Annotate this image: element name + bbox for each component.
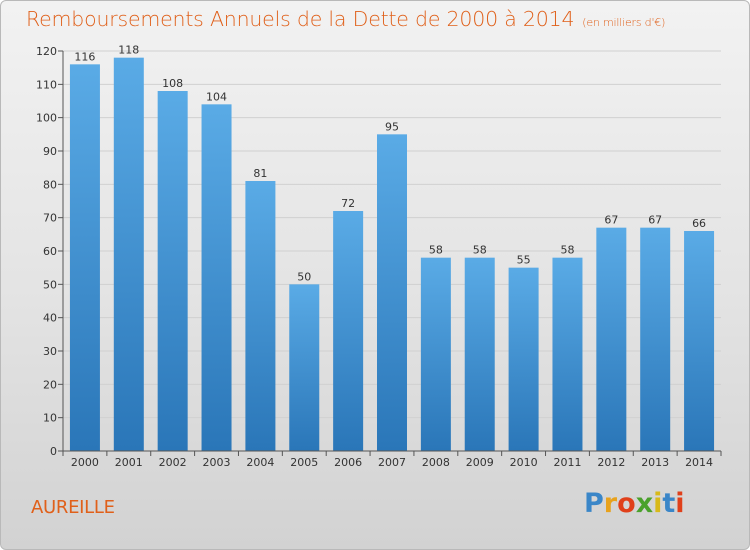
y-tick-label: 100 [36,112,57,125]
x-tick-label: 2007 [378,456,406,469]
x-tick-label: 2008 [422,456,450,469]
bar [640,227,671,451]
x-tick-label: 2014 [685,456,713,469]
bar [245,181,276,451]
data-label: 58 [473,244,487,257]
y-tick-label: 60 [43,245,57,258]
data-label: 66 [692,217,706,230]
chart-title: Remboursements Annuels de la Dette de 20… [26,7,665,31]
y-tick-label: 50 [43,278,57,291]
logo-letter: i [653,488,663,519]
x-tick-label: 2012 [597,456,625,469]
bar [377,134,407,452]
logo-letter: x [635,488,654,519]
bar [552,257,583,451]
bar [684,231,715,451]
x-axis: 2000 2001 2002 2003 2004 2005 2006 2007 2008 2009… [62,450,722,469]
bar [289,284,320,451]
data-label: 67 [604,214,618,227]
y-tick-label: 10 [43,412,57,425]
data-label: 67 [648,214,662,227]
data-label: 95 [385,120,399,133]
data-label: 72 [341,197,355,210]
y-tick-label: 0 [50,445,57,458]
y-tick-label: 90 [43,145,57,158]
x-tick-label: 2000 [71,456,99,469]
bar [157,91,188,451]
data-label: 118 [118,44,139,57]
bar [201,104,232,451]
bars: 116 118 108 104 81 50 72 95 58 58 55 58 67 67 66 [69,44,715,452]
x-tick-label: 2004 [246,456,274,469]
y-tick-label: 20 [43,378,57,391]
chart-subtitle: (en milliers d'€) [582,16,666,29]
data-label: 116 [74,50,95,63]
logo-letter: t [662,488,676,519]
bar [596,227,627,451]
logo-letter: P [584,488,604,519]
data-label: 58 [429,244,443,257]
y-axis: 0 10 20 30 40 50 60 70 80 90 100 110 120 [36,45,64,458]
x-tick-label: 2006 [334,456,362,469]
x-tick-label: 2005 [290,456,318,469]
data-label: 104 [206,90,227,103]
chart-title-text: Remboursements Annuels de la Dette de 20… [26,7,575,31]
logo-letter: o [617,488,636,519]
proxiti-logo: Proxiti [584,488,685,519]
bar [508,267,539,451]
bar [69,64,100,452]
commune-name: AUREILLE [31,497,115,518]
data-label: 58 [560,244,574,257]
data-label: 81 [253,167,267,180]
data-label: 108 [162,77,183,90]
bar [113,57,144,452]
bar [464,257,495,451]
y-tick-label: 120 [36,45,57,58]
y-tick-label: 70 [43,212,57,225]
y-tick-label: 80 [43,178,57,191]
logo-letter: r [603,488,618,519]
y-tick-label: 30 [43,345,57,358]
x-tick-label: 2009 [466,456,494,469]
x-tick-label: 2011 [553,456,581,469]
x-tick-label: 2002 [159,456,187,469]
x-tick-label: 2001 [115,456,143,469]
logo-letter: i [675,488,685,519]
data-label: 55 [517,254,531,267]
y-tick-label: 110 [36,78,57,91]
x-tick-label: 2003 [203,456,231,469]
data-label: 50 [297,270,311,283]
y-tick-label: 40 [43,312,57,325]
bar [420,257,451,451]
bar [333,211,364,451]
x-tick-label: 2013 [641,456,669,469]
x-tick-label: 2010 [510,456,538,469]
